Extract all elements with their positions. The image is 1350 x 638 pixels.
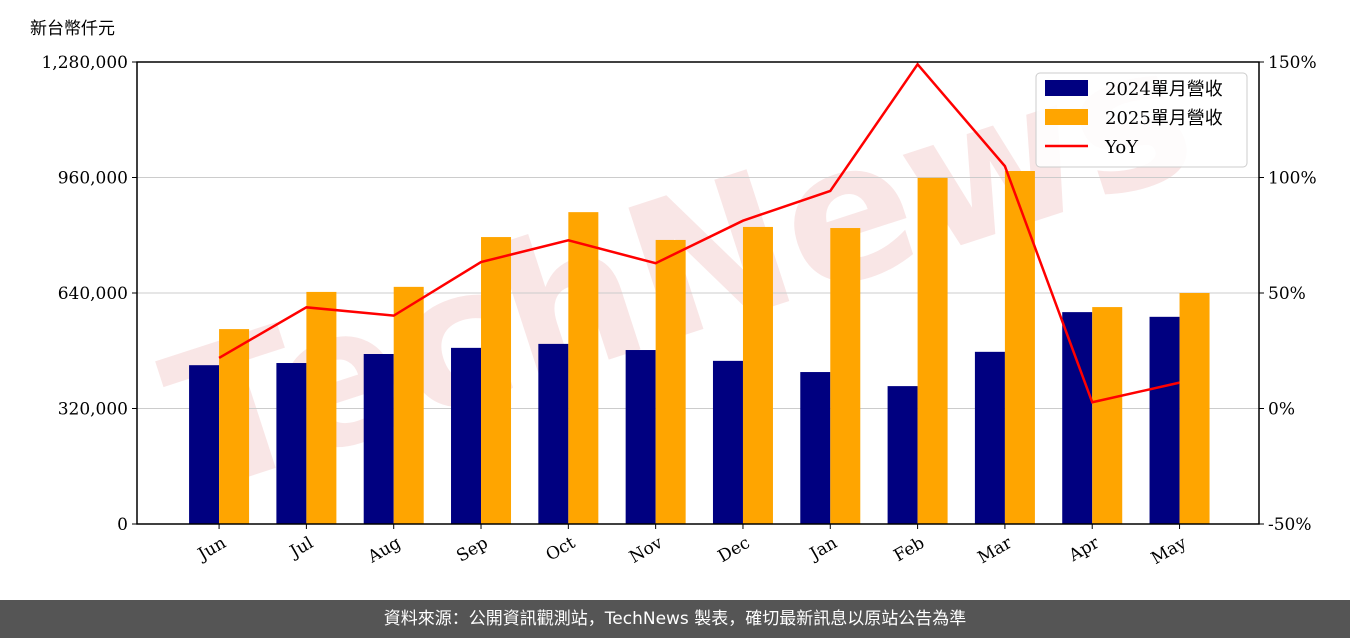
bar-2025-may xyxy=(1179,293,1210,524)
y-tick-label-left: 320,000 xyxy=(58,400,128,420)
bar-2024-dec xyxy=(712,360,743,524)
bar-2025-mar xyxy=(1004,171,1035,525)
x-tick-label: Feb xyxy=(891,533,929,566)
bar-2025-feb xyxy=(917,177,948,524)
x-tick-label: Dec xyxy=(715,533,754,567)
yoy-line xyxy=(218,62,1180,404)
y-tick-label-right: 100% xyxy=(1268,169,1317,189)
y-tick-label-left: 1,280,000 xyxy=(41,53,128,73)
bar-2025-jun xyxy=(219,329,250,524)
legend-swatch xyxy=(1045,109,1088,125)
x-tick-label: Sep xyxy=(453,533,491,567)
revenue-chart: TechNews0320,000640,000960,0001,280,000-… xyxy=(41,0,1317,569)
bar-2024-apr xyxy=(1062,312,1093,524)
legend-label: YoY xyxy=(1104,137,1139,158)
legend-box xyxy=(1035,72,1248,168)
y-tick-label-left: 640,000 xyxy=(58,284,128,304)
x-tick-label: May xyxy=(1148,533,1191,569)
bar-2025-sep xyxy=(481,237,512,524)
legend-label: 2025單月營收 xyxy=(1105,108,1223,129)
bar-2025-jan xyxy=(830,228,861,524)
y-tick-label-left: 960,000 xyxy=(58,169,128,189)
bar-2025-nov xyxy=(655,239,686,524)
bar-2024-jul xyxy=(276,363,307,524)
y-tick-label-right: -50% xyxy=(1268,515,1312,535)
legend-label: 2024單月營收 xyxy=(1105,79,1223,100)
bar-2025-jul xyxy=(306,291,337,524)
bar-2024-may xyxy=(1149,316,1180,524)
bar-2025-aug xyxy=(393,286,424,524)
bar-2024-jan xyxy=(800,372,831,524)
plot-frame xyxy=(136,61,1260,525)
bar-2025-apr xyxy=(1092,307,1123,524)
y-tick-label-right: 0% xyxy=(1268,400,1295,420)
x-tick-label: Jan xyxy=(805,533,841,565)
bar-2024-jun xyxy=(189,365,220,524)
x-tick-label: Jun xyxy=(193,533,230,566)
x-tick-label: Jul xyxy=(285,533,317,563)
x-tick-label: Mar xyxy=(975,533,1017,569)
x-tick-label: Apr xyxy=(1065,533,1104,567)
x-tick-label: Oct xyxy=(543,533,579,566)
y-tick-label-right: 150% xyxy=(1268,53,1317,73)
legend-swatch xyxy=(1045,80,1088,96)
bar-2024-nov xyxy=(625,350,656,524)
source-footer: 資料來源：公開資訊觀測站，TechNews 製表，確切最新訊息以原站公告為準 xyxy=(0,600,1350,638)
bar-2024-feb xyxy=(887,386,918,524)
bar-2024-oct xyxy=(538,343,569,524)
y-tick-label-left: 0 xyxy=(117,515,128,535)
bar-2025-oct xyxy=(568,212,599,524)
bar-2024-aug xyxy=(363,353,394,524)
bar-2024-sep xyxy=(451,347,482,524)
y-axis-unit-label: 新台幣仟元 xyxy=(30,19,115,39)
y-tick-label-right: 50% xyxy=(1268,284,1306,304)
x-tick-label: Nov xyxy=(626,533,666,568)
bar-2024-mar xyxy=(974,351,1005,524)
bar-2025-dec xyxy=(742,226,773,525)
x-tick-label: Aug xyxy=(364,533,405,568)
